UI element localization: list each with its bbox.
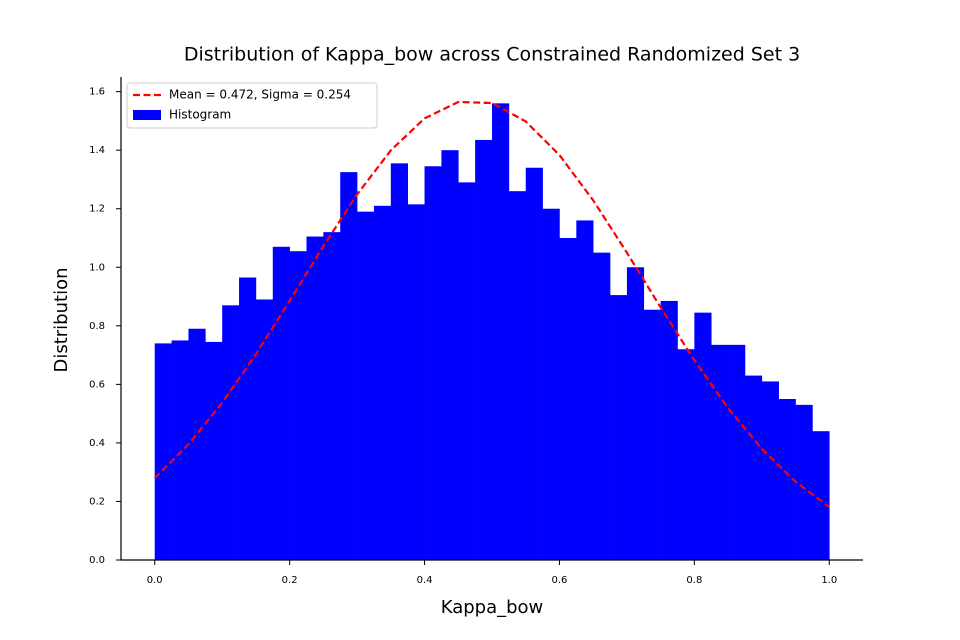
histogram-bar (559, 238, 577, 560)
histogram-bar (306, 236, 324, 560)
histogram-bar (154, 343, 172, 560)
histogram-bar (610, 295, 628, 560)
histogram-bar (441, 150, 459, 560)
histogram-bar (795, 404, 813, 560)
histogram-bar (272, 246, 290, 561)
histogram-bar (761, 381, 779, 560)
histogram-bar (357, 211, 375, 560)
x-tick-label: 0.0 (147, 575, 163, 586)
fit-line (153, 100, 830, 508)
histogram-bar (694, 312, 712, 560)
x-axis-label: Kappa_bow (441, 597, 544, 618)
y-tick-label: 1.2 (89, 204, 105, 215)
histogram-bar (728, 344, 746, 560)
histogram-bar (407, 204, 425, 560)
x-tick-label: 1.0 (821, 575, 837, 586)
y-tick-label: 0.6 (89, 379, 105, 390)
histogram-bar (593, 252, 611, 561)
y-tick-label: 1.4 (89, 145, 105, 156)
histogram-bar (475, 139, 493, 560)
histogram-bar (525, 167, 543, 560)
y-tick-label: 0.0 (89, 555, 105, 566)
x-tick-label: 0.8 (686, 575, 702, 586)
histogram-bar (677, 349, 695, 560)
histogram-bar (711, 344, 729, 560)
histogram-bar (492, 103, 510, 560)
histogram-bar (188, 328, 206, 560)
y-tick-label: 1.0 (89, 262, 105, 273)
histogram-bar (373, 205, 392, 561)
histogram-bar (205, 341, 223, 560)
legend-label: Mean = 0.472, Sigma = 0.254 (169, 88, 351, 102)
y-tick-label: 1.6 (89, 87, 105, 98)
y-tick-label: 0.4 (89, 438, 105, 449)
histogram-bar (340, 172, 358, 561)
chart-title: Distribution of Kappa_bow across Constra… (184, 44, 800, 66)
y-tick-label: 0.2 (89, 496, 105, 507)
y-axis-label: Distribution (51, 267, 72, 372)
legend-label: Histogram (169, 108, 231, 122)
histogram-bar (660, 300, 678, 560)
histogram-bar (778, 399, 796, 560)
histogram-bar (626, 267, 645, 560)
histogram-bar (744, 375, 763, 560)
histogram-bar (812, 431, 830, 560)
histogram-bar (239, 277, 257, 560)
histogram-bar (542, 208, 560, 560)
histogram-bar (222, 305, 240, 560)
histogram-bar (255, 299, 274, 560)
legend-box (126, 82, 378, 129)
histogram-bar (323, 232, 341, 561)
histogram-bar (424, 166, 442, 561)
histogram-bar (643, 309, 661, 560)
x-tick-label: 0.6 (552, 575, 568, 586)
x-tick-label: 0.4 (417, 575, 433, 586)
y-tick-label: 0.8 (89, 321, 105, 332)
histogram-bar (171, 340, 189, 560)
histogram-bar (289, 251, 307, 560)
x-tick-label: 0.2 (282, 575, 298, 586)
histogram-bar (576, 220, 594, 560)
histogram-bar (458, 182, 476, 560)
histogram-bar (508, 191, 527, 560)
histogram-bar (390, 163, 408, 560)
legend-swatch (133, 110, 161, 120)
